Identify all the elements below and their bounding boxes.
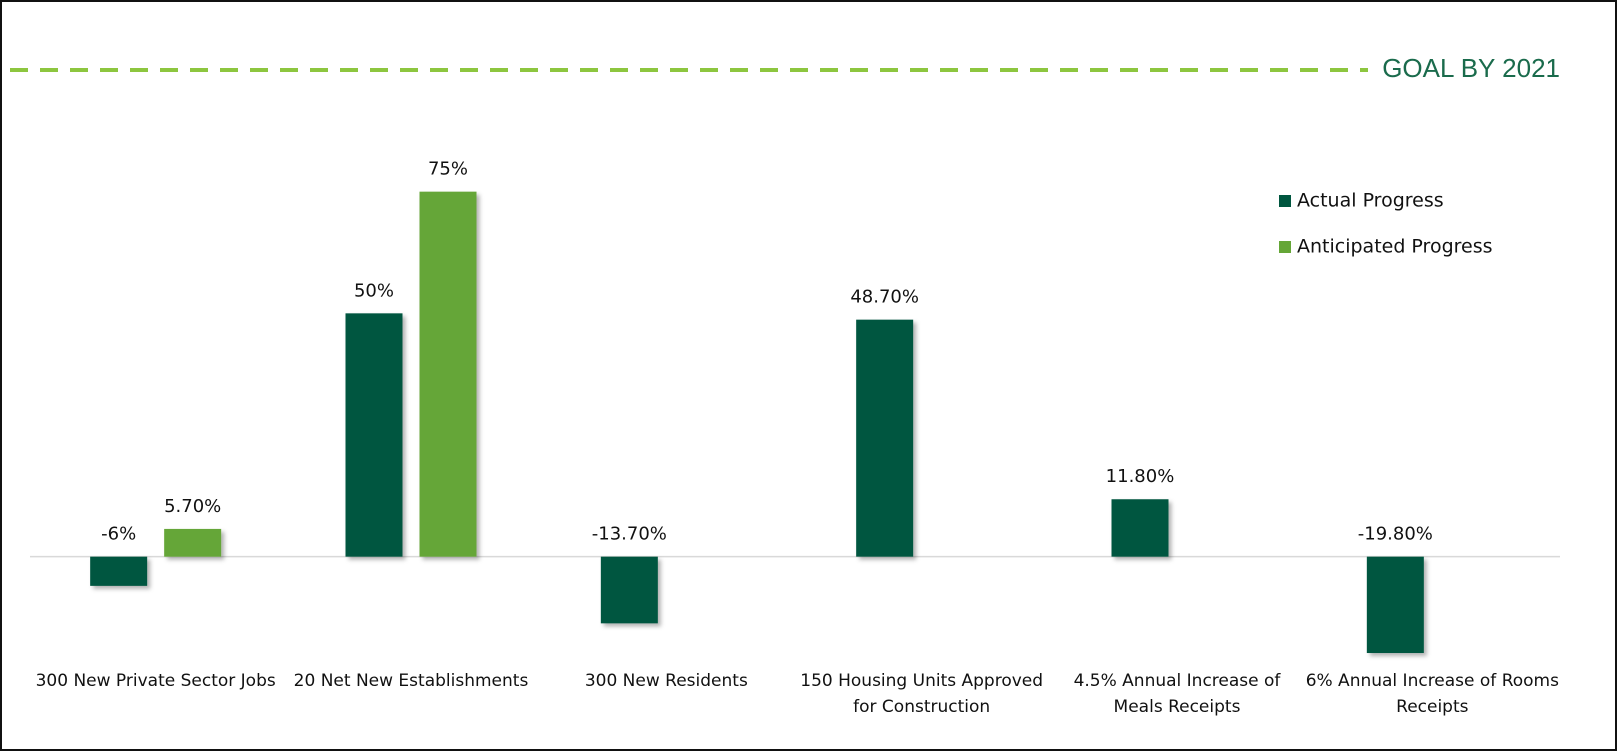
x-tick-label: 4.5% Annual Increase of Meals Receipts xyxy=(1073,671,1281,717)
data-label: 11.80% xyxy=(1106,466,1175,487)
bar xyxy=(856,319,914,557)
x-tick-label: 300 New Residents xyxy=(584,671,748,691)
bar xyxy=(600,556,658,624)
data-label: 50% xyxy=(354,280,394,301)
legend-label: Anticipated Progress xyxy=(1297,236,1493,258)
data-label: -6% xyxy=(101,524,136,545)
data-label: -13.70% xyxy=(592,524,667,545)
goal-label: GOAL BY 2021 xyxy=(1382,53,1560,83)
bar xyxy=(1366,556,1424,654)
x-tick-label: 20 Net New Establishments xyxy=(293,671,529,691)
bar xyxy=(1111,499,1169,557)
x-tick-label: 300 New Private Sector Jobs xyxy=(35,671,276,691)
legend-swatch xyxy=(1279,195,1291,207)
data-label: 5.70% xyxy=(164,496,221,517)
legend-label: Actual Progress xyxy=(1297,190,1444,212)
bar xyxy=(419,191,477,557)
x-tick-label: 6% Annual Increase of Rooms Receipts xyxy=(1305,671,1559,717)
data-label: 75% xyxy=(428,159,468,180)
legend-swatch xyxy=(1279,241,1291,253)
bar xyxy=(90,556,148,586)
bar xyxy=(164,528,222,557)
data-label: 48.70% xyxy=(850,287,919,308)
bar xyxy=(345,313,403,557)
data-label: -19.80% xyxy=(1358,524,1433,545)
x-tick-label: 150 Housing Units Approved for Construct… xyxy=(800,671,1044,717)
